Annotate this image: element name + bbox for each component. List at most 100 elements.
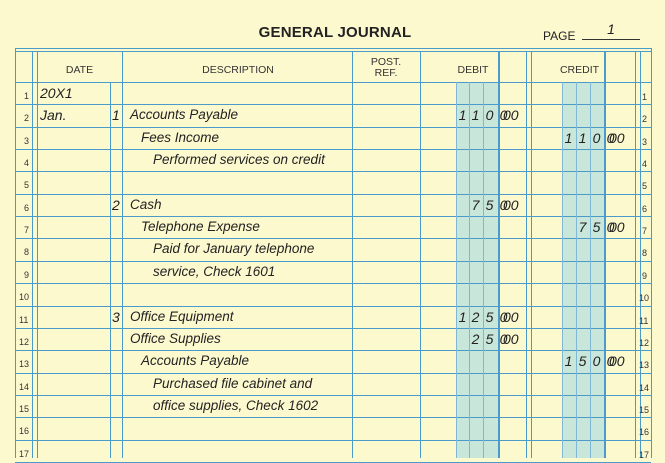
page-number-line bbox=[582, 39, 640, 40]
debit-cents-rule bbox=[498, 51, 500, 458]
line-number-left: 11 bbox=[19, 314, 29, 325]
debit-digit-rule bbox=[456, 82, 457, 458]
entry-description: Accounts Payable bbox=[130, 107, 239, 123]
column-header-post-ref: POST. REF. bbox=[355, 57, 417, 79]
line-number-right: 1 bbox=[642, 92, 648, 102]
debit-amount-digit: 1 bbox=[471, 107, 480, 124]
date-day: 1 bbox=[112, 107, 120, 124]
line-number-left: 5 bbox=[24, 180, 30, 191]
debit-amount-digit: 0 bbox=[499, 196, 508, 213]
credit-amount-cents: 00 bbox=[609, 353, 625, 370]
header-rule bbox=[15, 51, 651, 52]
credit-amount-digit: 1 bbox=[578, 129, 587, 146]
row-rule bbox=[15, 104, 651, 105]
line-number-left: 1 bbox=[24, 91, 30, 101]
row-rule bbox=[15, 238, 651, 239]
row-rule bbox=[15, 440, 651, 441]
debit-amount-digit: 0 bbox=[485, 107, 494, 124]
entry-description: Office Equipment bbox=[130, 308, 234, 324]
entry-description: Telephone Expense bbox=[141, 219, 260, 235]
column-header-date: DATE bbox=[65, 64, 94, 76]
entry-description: service, Check 1601 bbox=[153, 263, 276, 279]
debit-amount-digit: 5 bbox=[485, 330, 494, 347]
credit-amount-digit: 5 bbox=[592, 219, 601, 236]
line-number-right: 5 bbox=[642, 181, 648, 192]
line-number-right: 11 bbox=[639, 315, 649, 326]
line-number-left: 3 bbox=[24, 135, 30, 146]
entry-description: Paid for January telephone bbox=[153, 241, 315, 257]
column-rule bbox=[526, 51, 527, 458]
outer-rule bbox=[651, 48, 652, 458]
line-number-right: 4 bbox=[642, 159, 648, 170]
debit-amount-digit: 0 bbox=[499, 107, 508, 124]
line-number-right: 9 bbox=[642, 270, 648, 281]
row-rule bbox=[15, 306, 651, 307]
entry-description: Fees Income bbox=[141, 129, 220, 145]
line-number-left: 9 bbox=[24, 269, 30, 280]
row-rule bbox=[15, 328, 651, 329]
debit-amount-digit: 5 bbox=[485, 308, 494, 325]
page-number: 1 bbox=[607, 21, 615, 37]
credit-digit-rule bbox=[590, 82, 591, 458]
entry-description: office supplies, Check 1602 bbox=[153, 397, 319, 413]
outer-rule bbox=[15, 48, 16, 458]
debit-digit-rule bbox=[483, 82, 484, 458]
row-rule bbox=[15, 127, 651, 128]
debit-amount-digit: 0 bbox=[499, 308, 508, 325]
column-rule bbox=[420, 51, 421, 458]
row-rule bbox=[15, 350, 651, 351]
credit-amount-cents: 00 bbox=[609, 129, 625, 146]
column-rule bbox=[640, 51, 641, 458]
credit-amount-digit: 0 bbox=[606, 219, 615, 236]
entry-description: Performed services on credit bbox=[153, 152, 325, 168]
credit-amount-digit: 0 bbox=[606, 353, 615, 370]
entry-description: Office Supplies bbox=[130, 330, 221, 346]
debit-amount-digit: 7 bbox=[471, 196, 480, 213]
debit-digit-shading bbox=[456, 82, 498, 458]
line-number-right: 16 bbox=[639, 427, 650, 438]
line-number-left: 6 bbox=[24, 202, 30, 213]
column-rule bbox=[635, 51, 636, 458]
header-rule bbox=[15, 82, 651, 83]
credit-amount-digit: 0 bbox=[606, 129, 615, 146]
column-rule bbox=[122, 51, 123, 458]
line-number-right: 7 bbox=[642, 226, 648, 237]
row-rule bbox=[15, 395, 651, 396]
credit-amount-digit: 5 bbox=[578, 353, 587, 370]
debit-amount-cents: 00 bbox=[503, 308, 519, 325]
entry-description: Purchased file cabinet and bbox=[153, 375, 313, 391]
credit-amount-digit: 7 bbox=[578, 219, 587, 236]
column-header-credit: CREDIT bbox=[559, 64, 600, 76]
debit-amount-digit: 5 bbox=[485, 196, 494, 213]
line-number-left: 10 bbox=[19, 292, 30, 303]
credit-amount-digit: 1 bbox=[564, 353, 573, 370]
column-rule bbox=[352, 51, 353, 458]
row-rule bbox=[15, 283, 651, 284]
line-number-left: 17 bbox=[19, 448, 30, 459]
debit-amount-digit: 1 bbox=[458, 308, 467, 325]
header-rule bbox=[15, 48, 651, 49]
credit-digit-rule bbox=[576, 82, 577, 458]
debit-digit-rule bbox=[469, 82, 470, 458]
credit-amount-digit: 0 bbox=[592, 129, 601, 146]
debit-amount-digit: 0 bbox=[499, 330, 508, 347]
column-header-description: DESCRIPTION bbox=[202, 64, 274, 76]
credit-digit-rule bbox=[562, 82, 563, 458]
post-ref-label-line1: POST. bbox=[370, 56, 402, 68]
line-number-left: 13 bbox=[19, 359, 30, 370]
column-rule bbox=[531, 51, 532, 458]
journal-title: GENERAL JOURNAL bbox=[258, 24, 412, 41]
line-number-left: 16 bbox=[19, 426, 30, 437]
entry-description: Accounts Payable bbox=[141, 353, 250, 369]
line-number-right: 8 bbox=[642, 248, 648, 259]
credit-amount-cents: 00 bbox=[609, 219, 625, 236]
day-column-rule bbox=[110, 82, 111, 458]
line-number-right: 2 bbox=[642, 114, 648, 125]
date-month: 20X1 bbox=[40, 85, 73, 101]
line-number-left: 12 bbox=[19, 336, 30, 347]
row-rule bbox=[15, 417, 651, 418]
entry-description: Cash bbox=[130, 196, 162, 212]
line-number-left: 14 bbox=[19, 381, 30, 392]
row-rule bbox=[15, 216, 651, 217]
credit-cents-rule bbox=[604, 51, 606, 458]
